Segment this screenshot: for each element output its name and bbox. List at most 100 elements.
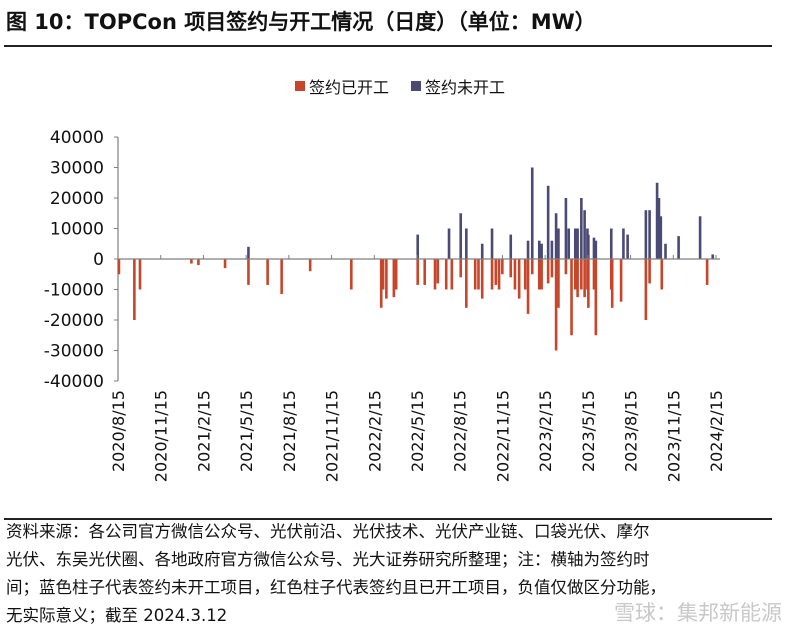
bar-started xyxy=(610,259,614,308)
source-note: 资料来源：各公司官方微信公众号、光伏前沿、光伏技术、光伏产业链、口袋光伏、摩尔 … xyxy=(6,518,776,630)
source-line: 资料来源：各公司官方微信公众号、光伏前沿、光伏技术、光伏产业链、口袋光伏、摩尔 xyxy=(6,522,650,541)
bar-unstarted xyxy=(526,240,530,259)
bar-unstarted xyxy=(655,182,659,259)
bar-unstarted xyxy=(447,228,451,259)
x-tick-label: 2022/5/15 xyxy=(408,390,427,472)
legend-label-started: 签约已开工 xyxy=(308,78,389,97)
y-tick-label: 20000 xyxy=(50,189,104,209)
bar-unstarted xyxy=(580,198,583,259)
bar-unstarted xyxy=(659,216,663,259)
x-tick-label: 2021/8/15 xyxy=(280,390,299,472)
bar-unstarted xyxy=(554,213,558,259)
bar-unstarted xyxy=(465,228,468,259)
bar-started xyxy=(381,259,385,290)
bar-started xyxy=(379,259,383,308)
bar-unstarted xyxy=(576,228,579,259)
bar-started xyxy=(509,259,513,278)
bar-unstarted xyxy=(698,216,702,259)
bar-unstarted xyxy=(592,237,596,259)
x-tick-label: 2020/8/15 xyxy=(109,390,128,472)
bar-started xyxy=(490,259,494,290)
bar-started xyxy=(550,259,554,278)
bar-started xyxy=(540,259,543,290)
bar-unstarted xyxy=(609,228,613,259)
bar-started xyxy=(190,259,193,264)
bar-started xyxy=(648,259,651,284)
bar-started xyxy=(247,259,250,285)
chart-title: 图 10：TOPCon 项目签约与开工情况（日度）（单位：MW） xyxy=(6,10,596,34)
bar-unstarted xyxy=(540,243,543,259)
bar-started xyxy=(138,259,142,290)
bar-started xyxy=(480,259,484,299)
x-tick-label: 2021/2/15 xyxy=(194,390,213,472)
bar-unstarted xyxy=(480,243,484,259)
y-tick-label: 10000 xyxy=(50,220,104,240)
bar-started xyxy=(501,259,504,275)
bar-started xyxy=(570,259,573,336)
bar-unstarted xyxy=(594,240,598,259)
bar-started xyxy=(592,259,596,290)
bar-started xyxy=(385,259,388,299)
bar-unstarted xyxy=(490,228,494,259)
legend-item-unstarted: 签约未开工 xyxy=(411,74,505,98)
y-tick-label: -10000 xyxy=(44,281,104,301)
bar-started xyxy=(223,259,227,269)
bar-started xyxy=(133,259,136,320)
bar-started xyxy=(280,259,283,295)
bar-started xyxy=(537,259,541,290)
legend-label-unstarted: 签约未开工 xyxy=(425,78,506,97)
bar-unstarted xyxy=(583,210,586,259)
bar-started xyxy=(197,259,200,266)
x-tick-label: 2023/8/15 xyxy=(622,390,641,472)
x-tick-label: 2023/5/15 xyxy=(579,390,598,472)
bar-unstarted xyxy=(587,234,590,259)
bar-unstarted xyxy=(648,210,651,259)
bar-started xyxy=(573,259,577,290)
bar-started xyxy=(705,259,709,285)
x-tick-label: 2021/11/15 xyxy=(323,390,342,482)
bar-started xyxy=(494,259,498,285)
bar-started xyxy=(394,259,398,290)
bar-unstarted xyxy=(622,228,625,259)
x-tick-label: 2023/11/15 xyxy=(664,390,683,482)
bar-started xyxy=(513,259,517,290)
x-tick-label: 2022/2/15 xyxy=(365,390,384,472)
title-rule xyxy=(4,45,772,47)
bar-chart: 40000 30000 20000 10000 0 -10000 -20000 -30000 -… xyxy=(44,128,726,482)
watermark: 雪球：集邦新能源 xyxy=(614,601,782,625)
bar-started xyxy=(644,259,648,320)
bar-unstarted xyxy=(509,234,513,259)
bar-started xyxy=(465,259,468,308)
bar-started xyxy=(557,259,560,308)
bar-unstarted xyxy=(644,210,648,259)
bar-started xyxy=(266,259,269,285)
bar-started xyxy=(423,259,427,285)
bar-started xyxy=(117,259,121,275)
bar-started xyxy=(497,259,501,290)
bar-started xyxy=(473,259,477,290)
legend-swatch-unstarted xyxy=(411,81,421,91)
bar-started xyxy=(554,259,558,351)
source-line: 无实际意义；截至 2024.3.12 xyxy=(6,606,228,625)
footer-rule xyxy=(4,518,772,520)
bar-started xyxy=(444,259,448,290)
bar-started xyxy=(436,259,440,284)
bar-started xyxy=(416,259,420,285)
bar-started xyxy=(526,259,530,314)
bar-started xyxy=(580,259,583,290)
y-tick-label: 0 xyxy=(93,250,104,270)
bar-started xyxy=(660,259,664,290)
bar-started xyxy=(530,259,534,275)
bar-started xyxy=(392,259,396,298)
x-tick-label: 2022/8/15 xyxy=(451,390,470,472)
x-tick-label: 2021/5/15 xyxy=(237,390,256,472)
y-tick-label: -20000 xyxy=(44,311,104,331)
source-line: 间；蓝色柱子代表签约未开工项目，红色柱子代表签约且已开工项目，负值仅做区分功能， xyxy=(6,578,666,597)
bar-unstarted xyxy=(530,167,534,259)
y-tick-label: -40000 xyxy=(44,372,104,392)
legend-item-started: 签约已开工 xyxy=(294,74,389,98)
bar-started xyxy=(587,259,590,308)
x-tick-label: 2022/11/15 xyxy=(493,390,512,482)
bar-started xyxy=(576,259,579,298)
bar-unstarted xyxy=(459,213,463,259)
